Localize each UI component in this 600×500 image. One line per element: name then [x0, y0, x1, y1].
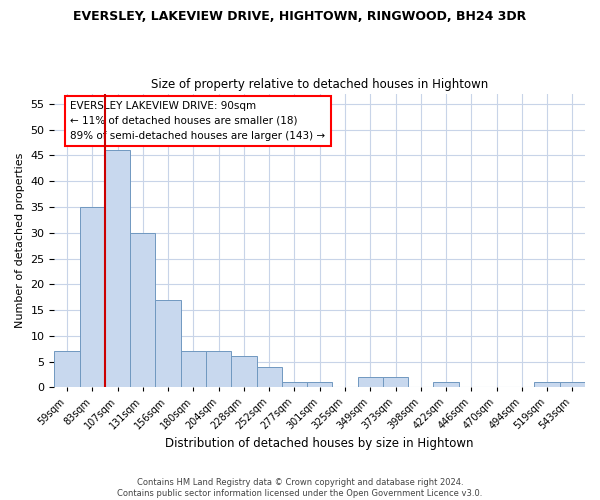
- Bar: [433, 382, 458, 388]
- Bar: [282, 382, 307, 388]
- Bar: [560, 382, 585, 388]
- Bar: [181, 352, 206, 388]
- Y-axis label: Number of detached properties: Number of detached properties: [15, 153, 25, 328]
- Bar: [55, 352, 80, 388]
- Bar: [307, 382, 332, 388]
- Bar: [206, 352, 231, 388]
- Text: EVERSLEY LAKEVIEW DRIVE: 90sqm
← 11% of detached houses are smaller (18)
89% of : EVERSLEY LAKEVIEW DRIVE: 90sqm ← 11% of …: [70, 101, 325, 140]
- Text: EVERSLEY, LAKEVIEW DRIVE, HIGHTOWN, RINGWOOD, BH24 3DR: EVERSLEY, LAKEVIEW DRIVE, HIGHTOWN, RING…: [73, 10, 527, 23]
- X-axis label: Distribution of detached houses by size in Hightown: Distribution of detached houses by size …: [166, 437, 474, 450]
- Bar: [130, 233, 155, 388]
- Bar: [257, 367, 282, 388]
- Title: Size of property relative to detached houses in Hightown: Size of property relative to detached ho…: [151, 78, 488, 91]
- Bar: [231, 356, 257, 388]
- Text: Contains HM Land Registry data © Crown copyright and database right 2024.
Contai: Contains HM Land Registry data © Crown c…: [118, 478, 482, 498]
- Bar: [535, 382, 560, 388]
- Bar: [383, 377, 408, 388]
- Bar: [80, 207, 105, 388]
- Bar: [105, 150, 130, 388]
- Bar: [155, 300, 181, 388]
- Bar: [358, 377, 383, 388]
